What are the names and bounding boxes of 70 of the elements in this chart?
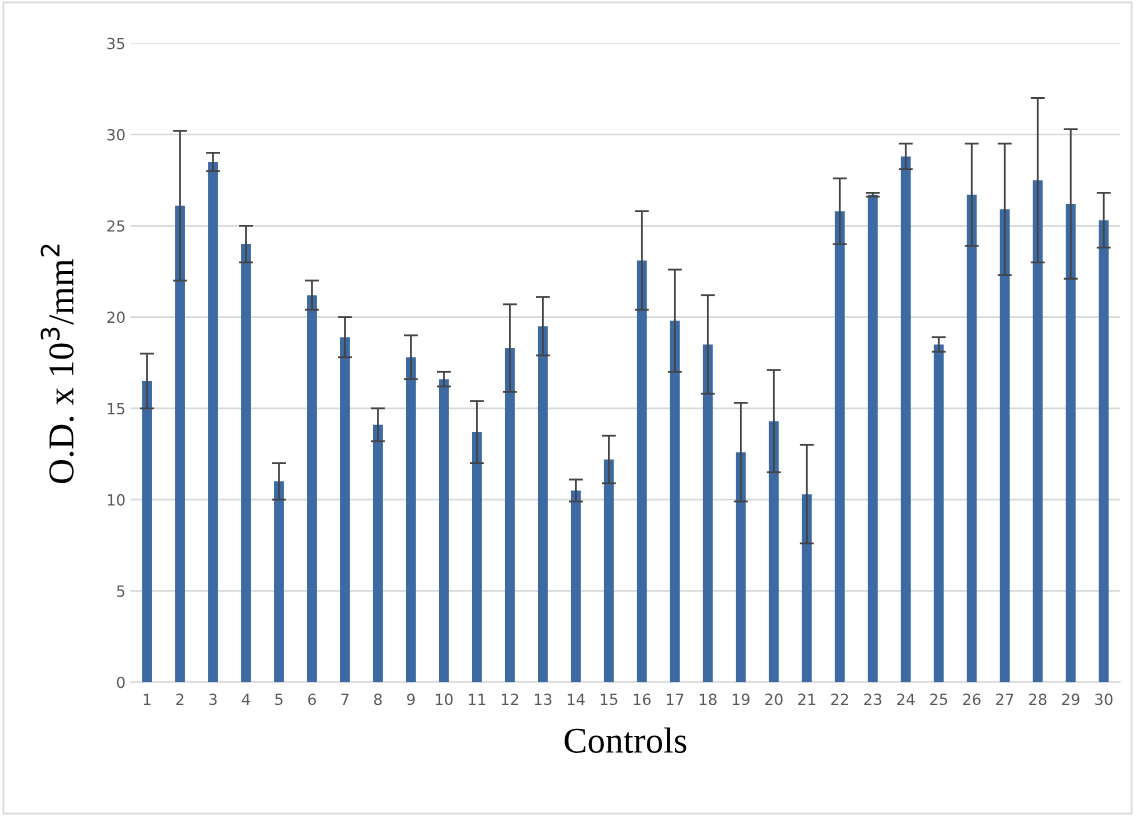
bar [175, 205, 185, 683]
x-axis-title: Controls [564, 727, 687, 753]
x-tick-label: 3 [209, 693, 217, 706]
x-tick-label: 21 [798, 693, 816, 705]
bar [933, 344, 944, 683]
bar [636, 260, 647, 683]
bar [768, 421, 779, 683]
x-tick-label: 16 [633, 693, 651, 706]
y-tick-label: 20 [107, 311, 125, 324]
x-tick-label: 2 [176, 693, 184, 705]
x-tick-label: 24 [897, 693, 915, 705]
bar [1098, 220, 1109, 683]
bar [241, 244, 251, 683]
x-tick-label: 26 [963, 693, 981, 706]
bar [504, 348, 515, 683]
bar [834, 211, 845, 683]
x-tick-label: 1 [143, 693, 151, 705]
x-tick-label: 20 [765, 693, 783, 706]
x-tick-label: 4 [241, 693, 250, 705]
bar [702, 344, 713, 683]
bar [537, 326, 548, 683]
x-tick-label: 23 [864, 693, 882, 706]
x-tick-label: 11 [468, 693, 486, 705]
y-axis-title: O.D. x 10$^{3}$/mm$^{2}$ [40, 244, 74, 484]
y-tick-label: 35 [107, 37, 125, 50]
x-tick-label: 19 [732, 693, 750, 706]
x-tick-label: 12 [501, 693, 519, 705]
x-tick-label: 14 [567, 693, 585, 705]
bar [735, 452, 746, 683]
bar [867, 194, 878, 683]
x-tick-label: 28 [1029, 693, 1047, 706]
y-tick-label: 25 [107, 220, 125, 232]
bar [438, 379, 449, 683]
bar [966, 194, 977, 683]
x-tick-label: 25 [930, 693, 948, 706]
x-tick-label: 22 [831, 693, 849, 705]
bar [603, 459, 614, 683]
bar [274, 481, 284, 683]
y-tick-label: 0 [116, 676, 125, 689]
x-tick-label: 18 [699, 693, 717, 706]
bar [340, 337, 350, 683]
bar [406, 357, 416, 683]
x-tick-label: 9 [407, 693, 415, 706]
bar [570, 490, 581, 683]
bar [471, 432, 482, 683]
bar [208, 161, 218, 683]
bar [307, 295, 317, 683]
bar [1065, 203, 1076, 683]
x-tick-label: 27 [996, 693, 1014, 705]
x-tick-label: 5 [275, 693, 283, 706]
x-tick-label: 10 [435, 693, 453, 706]
bar [142, 380, 152, 683]
y-tick-label: 15 [107, 403, 125, 415]
x-tick-label: 30 [1095, 693, 1113, 706]
y-tick-label: 10 [107, 494, 125, 506]
x-tick-label: 6 [308, 693, 316, 706]
x-tick-label: 13 [534, 693, 552, 706]
bar [801, 494, 812, 683]
y-tick-label: 5 [117, 585, 125, 597]
bar [999, 209, 1010, 683]
bar [1032, 180, 1043, 683]
y-tick-label: 30 [107, 128, 125, 141]
bar [373, 424, 383, 683]
x-tick-label: 17 [666, 693, 684, 705]
x-tick-label: 15 [600, 693, 618, 706]
bar [669, 320, 680, 683]
x-tick-label: 8 [374, 693, 382, 706]
bar [900, 156, 911, 683]
x-tick-label: 29 [1062, 693, 1080, 706]
x-tick-label: 7 [341, 693, 349, 705]
